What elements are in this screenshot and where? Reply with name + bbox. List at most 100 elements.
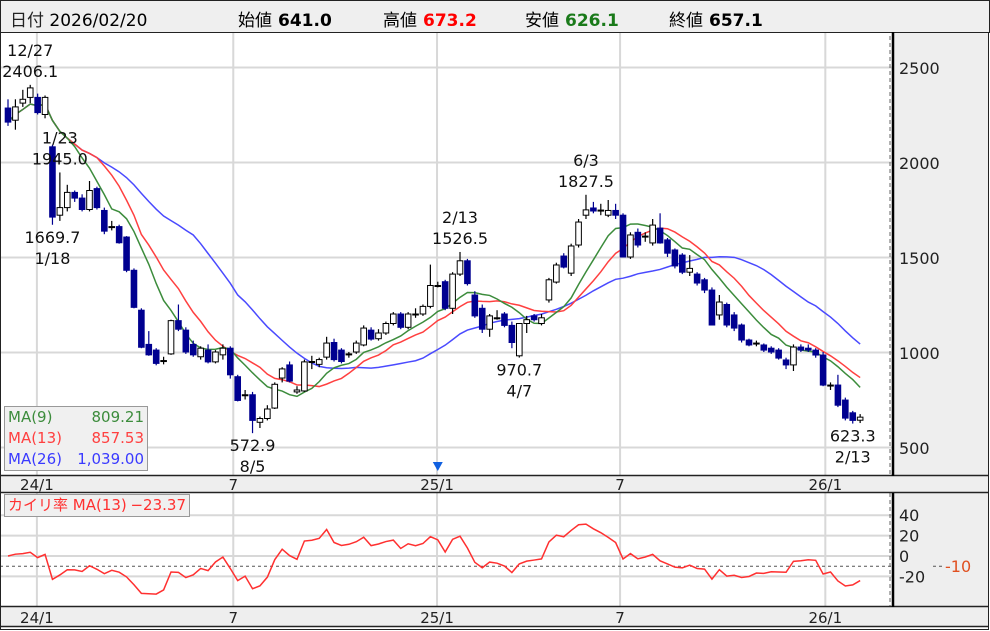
- kairi-tick-label: 0: [899, 547, 909, 566]
- candle: [627, 232, 634, 259]
- candle-body: [597, 209, 605, 212]
- date-value: 2026/02/20: [49, 11, 148, 31]
- candle-body: [404, 313, 412, 328]
- candle: [382, 321, 390, 335]
- close-readout: 終値 657.1: [669, 6, 763, 31]
- ma9-line: [7, 103, 861, 398]
- kairi-line: [7, 523, 861, 595]
- candle-body: [819, 354, 827, 386]
- candle: [649, 219, 656, 246]
- candle: [553, 262, 560, 284]
- candle: [753, 340, 760, 347]
- candle: [701, 277, 708, 294]
- chart-border: [0, 32, 989, 630]
- high-value: 673.2: [423, 11, 477, 31]
- candle: [256, 416, 264, 428]
- candle: [567, 243, 575, 276]
- candle-body: [575, 221, 582, 246]
- candle-body: [627, 234, 634, 258]
- candle-body: [834, 384, 842, 406]
- candle: [745, 338, 753, 347]
- candle: [352, 340, 360, 354]
- candle-body: [78, 197, 86, 211]
- price-plot-area: [0, 32, 893, 475]
- open-readout: 始値 641.0: [238, 6, 332, 31]
- candle: [849, 410, 857, 424]
- low-readout: 安値 626.1: [525, 6, 619, 31]
- candle: [656, 213, 664, 244]
- candle: [152, 348, 160, 366]
- candle-body: [434, 285, 442, 287]
- candle-body: [204, 349, 212, 363]
- candle-body: [123, 236, 130, 271]
- candle: [782, 357, 790, 370]
- ohlc-header: 日付 2026/02/20 始値 641.0 高値 673.2 安値 626.1 終値…: [0, 0, 990, 33]
- candle-body: [352, 342, 360, 353]
- candle: [101, 207, 108, 235]
- candle: [441, 279, 449, 311]
- candle: [78, 194, 86, 212]
- candle-body: [86, 190, 93, 210]
- annotation-price: 1945.0: [32, 149, 88, 168]
- candle: [108, 220, 116, 231]
- date-tick-label: 7: [615, 609, 625, 627]
- candle: [612, 203, 619, 219]
- candle-body: [219, 347, 227, 356]
- legend-name: MA(9): [8, 408, 53, 426]
- annotation-price: 970.7: [496, 361, 542, 380]
- candle: [760, 343, 768, 352]
- candle-body: [345, 353, 353, 356]
- candle: [775, 348, 782, 360]
- candle-body: [760, 344, 768, 351]
- candle-body: [382, 323, 390, 334]
- candle: [249, 391, 256, 434]
- kairi-legend: カイリ率 MA(13) −23.37: [4, 494, 190, 517]
- legend-value: 1,039.00: [77, 450, 144, 468]
- candle: [315, 357, 323, 368]
- candle-body: [441, 281, 449, 309]
- annotation-price: 572.9: [230, 436, 276, 455]
- candle-body: [515, 323, 523, 357]
- legend-name: MA(26): [8, 450, 62, 468]
- kairi-name: カイリ率 MA(13): [8, 496, 127, 514]
- annotation-date: 4/7: [506, 382, 532, 401]
- candle: [86, 181, 93, 212]
- candle-body: [271, 383, 279, 409]
- candle-body: [612, 209, 619, 216]
- price-tick-label: 1500: [899, 249, 940, 268]
- candle: [471, 291, 479, 318]
- candle-body: [264, 408, 271, 419]
- candle-body: [360, 327, 367, 346]
- candle-body: [493, 317, 501, 320]
- kairi-legend-row: カイリ率 MA(13) −23.37: [5, 495, 189, 516]
- candle-body: [775, 349, 782, 359]
- candle: [212, 350, 219, 364]
- candle: [545, 277, 553, 303]
- price-tick-label: 500: [899, 439, 930, 458]
- candle: [19, 89, 27, 107]
- candle-body: [152, 349, 160, 364]
- candle-body: [567, 245, 575, 274]
- candle-body: [619, 214, 627, 258]
- candle-body: [649, 224, 656, 244]
- high-label: 高値: [383, 11, 417, 31]
- candle-body: [308, 361, 316, 363]
- candle-body: [26, 87, 34, 98]
- candle-body: [41, 96, 49, 116]
- candle-body: [641, 235, 649, 238]
- annotation-price: 2406.1: [2, 62, 58, 81]
- candle-body: [560, 255, 568, 268]
- candle-body: [330, 342, 338, 361]
- candle-body: [767, 347, 775, 353]
- candle: [56, 172, 64, 221]
- candle-body: [523, 319, 531, 325]
- date-tick-label: 24/1: [20, 609, 54, 627]
- candle: [464, 258, 471, 286]
- candle-body: [71, 191, 78, 199]
- candle: [241, 390, 249, 400]
- candle: [508, 321, 516, 349]
- candle: [664, 238, 671, 257]
- candle: [264, 405, 271, 421]
- candle: [167, 319, 175, 355]
